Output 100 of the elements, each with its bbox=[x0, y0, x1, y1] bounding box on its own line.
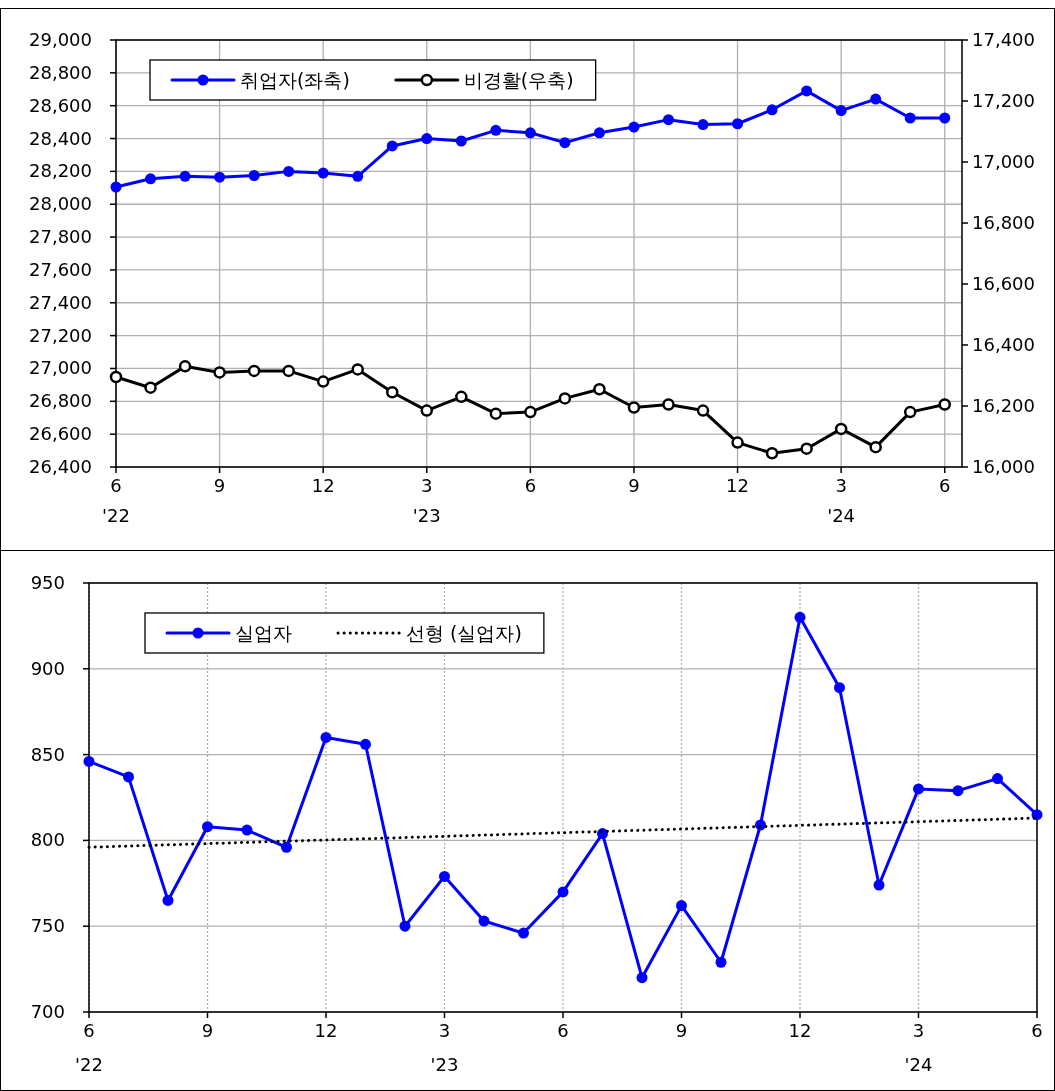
x-tick-label: 9 bbox=[675, 1020, 688, 1041]
point bbox=[455, 135, 467, 147]
legend-label: 비경활(우축) bbox=[463, 69, 574, 91]
y2-tick-label: 17,400 bbox=[972, 29, 1035, 50]
legend-label: 실업자 bbox=[235, 622, 292, 644]
y2-tick-label: 17,200 bbox=[972, 90, 1035, 111]
x-tick-label: 6 bbox=[1031, 1020, 1043, 1041]
point bbox=[283, 165, 295, 177]
y2-tick-label: 17,000 bbox=[972, 151, 1035, 172]
point bbox=[939, 112, 951, 124]
point bbox=[282, 364, 295, 378]
x-tick-label: 12 bbox=[726, 475, 749, 496]
x-tick-label: 3 '24 bbox=[827, 475, 856, 526]
point bbox=[869, 440, 882, 454]
point bbox=[241, 824, 253, 836]
point bbox=[559, 137, 571, 149]
point bbox=[593, 382, 606, 396]
x-tick-label: 12 bbox=[314, 1020, 338, 1041]
point bbox=[636, 972, 648, 984]
point bbox=[420, 404, 434, 417]
x-tick-label: 12 bbox=[788, 1020, 812, 1041]
point bbox=[524, 405, 537, 419]
point bbox=[558, 392, 572, 405]
y-tick-label: 700 bbox=[30, 1001, 65, 1022]
point bbox=[697, 119, 709, 131]
x-tick-label: 3 '24 bbox=[904, 1020, 933, 1075]
x-tick-label: 9 bbox=[628, 475, 640, 496]
x-tick-label: 9 bbox=[213, 475, 226, 496]
y-tick-label: 750 bbox=[30, 915, 65, 937]
point bbox=[662, 114, 674, 126]
legend-label: 선형 (실업자) bbox=[406, 622, 522, 644]
y2-tick-label: 16,800 bbox=[972, 212, 1035, 233]
point bbox=[421, 133, 433, 145]
point bbox=[109, 370, 123, 384]
point bbox=[800, 442, 813, 455]
point bbox=[518, 927, 529, 939]
point bbox=[715, 956, 727, 968]
point bbox=[162, 894, 174, 906]
point bbox=[110, 181, 122, 193]
point bbox=[662, 398, 675, 411]
point bbox=[179, 170, 191, 182]
x-tick-label: 6 bbox=[524, 475, 537, 496]
point bbox=[123, 771, 134, 783]
point bbox=[873, 879, 885, 891]
point bbox=[628, 121, 640, 133]
y-tick-label: 27,600 bbox=[29, 258, 92, 280]
y-tick-label: 29,000 bbox=[29, 29, 92, 50]
x-tick-label: 6 '22 bbox=[102, 475, 130, 526]
point bbox=[178, 360, 192, 373]
y-tick-label: 27,200 bbox=[29, 324, 92, 346]
point bbox=[489, 407, 503, 420]
point bbox=[144, 381, 157, 394]
y-tick-label: 28,400 bbox=[29, 127, 92, 149]
point bbox=[835, 105, 847, 117]
point bbox=[557, 886, 569, 898]
point bbox=[952, 785, 964, 797]
y-tick-label: 800 bbox=[30, 829, 65, 851]
point bbox=[351, 363, 364, 376]
point bbox=[248, 169, 260, 181]
point bbox=[766, 104, 778, 116]
point bbox=[870, 93, 882, 105]
y-tick-label: 850 bbox=[30, 743, 65, 765]
point bbox=[386, 140, 398, 152]
y-tick-label: 26,400 bbox=[29, 456, 92, 477]
legend-label: 취업자(좌축) bbox=[240, 69, 350, 91]
y-tick-label: 26,800 bbox=[29, 390, 92, 412]
point bbox=[834, 682, 845, 694]
point bbox=[938, 398, 951, 411]
point bbox=[801, 85, 813, 97]
y-tick-label: 27,000 bbox=[29, 357, 92, 379]
y-tick-label: 28,600 bbox=[29, 94, 92, 116]
y2-tick-label: 16,200 bbox=[972, 395, 1035, 416]
point bbox=[696, 404, 710, 417]
y-tick-label: 26,600 bbox=[29, 423, 92, 445]
point bbox=[1031, 809, 1043, 821]
x-tick-label: 6 '22 bbox=[75, 1020, 103, 1075]
y2-tick-label: 16,600 bbox=[972, 273, 1035, 294]
point bbox=[593, 127, 605, 139]
point bbox=[455, 390, 468, 404]
point bbox=[247, 364, 261, 378]
y-tick-label: 28,800 bbox=[29, 61, 92, 83]
y-tick-label: 28,200 bbox=[29, 160, 92, 182]
point bbox=[731, 436, 744, 449]
point bbox=[913, 783, 924, 795]
point bbox=[676, 900, 687, 912]
y2-tick-label: 16,400 bbox=[972, 334, 1035, 355]
x-tick-label: 3 '23 bbox=[430, 1020, 459, 1075]
y-tick-label: 27,400 bbox=[29, 291, 92, 313]
y2-tick-label: 16,000 bbox=[972, 456, 1035, 477]
point bbox=[732, 118, 744, 130]
y-tick-label: 900 bbox=[30, 657, 65, 679]
point bbox=[903, 405, 917, 419]
point bbox=[214, 171, 226, 183]
x-tick-label: 6 bbox=[939, 475, 951, 496]
point bbox=[360, 738, 371, 750]
point bbox=[524, 127, 536, 139]
point bbox=[83, 755, 95, 767]
point bbox=[834, 422, 848, 436]
point bbox=[765, 447, 779, 460]
point bbox=[281, 841, 292, 853]
